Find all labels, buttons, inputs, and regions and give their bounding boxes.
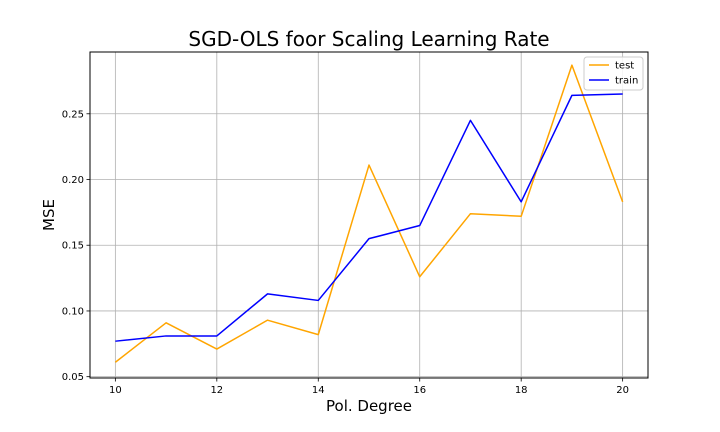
y-tick-label: 0.20 xyxy=(62,175,84,186)
x-tick-label: 14 xyxy=(312,385,325,396)
y-tick-label: 0.15 xyxy=(62,241,84,252)
plot-area-frame xyxy=(89,51,649,379)
chart-title: SGD-OLS foor Scaling Learning Rate xyxy=(188,27,549,51)
series-line-train xyxy=(115,93,623,342)
y-tick-label: 0.25 xyxy=(62,109,84,120)
y-axis-ticks: 0.05 0.10 0.15 0.20 0.25 xyxy=(62,109,90,383)
legend: test train xyxy=(583,56,644,91)
y-axis-title: MSE xyxy=(40,199,58,231)
x-tick-label: 18 xyxy=(515,385,528,396)
x-axis-title: Pol. Degree xyxy=(326,397,412,415)
y-tick-label: 0.05 xyxy=(62,372,84,383)
x-axis-ticks: 10 12 14 16 18 20 xyxy=(109,378,629,396)
legend-label-test: test xyxy=(615,61,634,72)
x-tick-label: 12 xyxy=(210,385,223,396)
y-tick-label: 0.10 xyxy=(62,306,84,317)
series-lines xyxy=(114,64,624,363)
legend-label-train: train xyxy=(615,76,638,87)
x-tick-label: 16 xyxy=(413,385,426,396)
x-tick-label: 10 xyxy=(109,385,122,396)
x-tick-label: 20 xyxy=(616,385,629,396)
